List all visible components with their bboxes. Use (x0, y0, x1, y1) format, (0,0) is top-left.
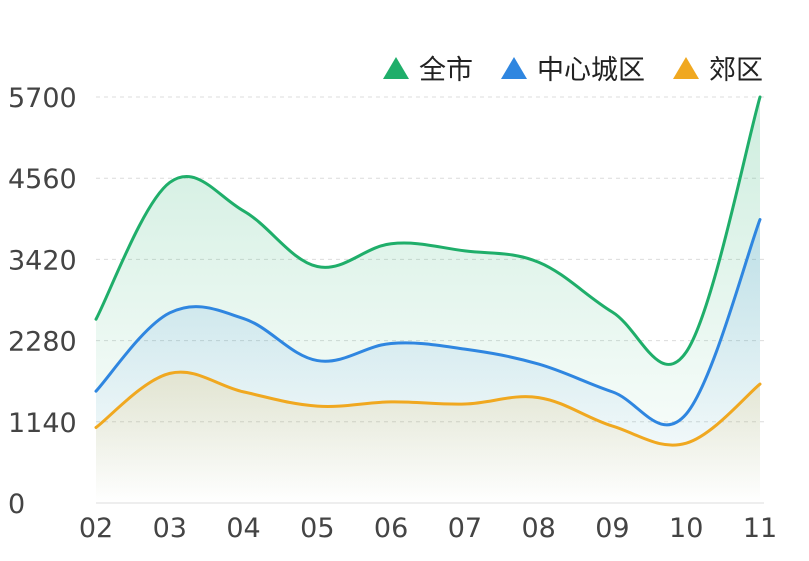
x-tick-label: 03 (153, 513, 187, 544)
series-areas (96, 97, 760, 504)
triangle-icon (673, 56, 699, 79)
legend-label: 中心城区 (537, 55, 645, 86)
x-tick-label: 04 (226, 513, 260, 544)
x-tick-label: 07 (448, 513, 482, 544)
triangle-icon (501, 56, 527, 79)
series-line-suburbs[interactable] (94, 370, 762, 447)
y-tick-label: 5700 (8, 83, 77, 114)
y-axis-ticks: 0 1140 2280 3420 4560 5700 (8, 83, 77, 520)
x-tick-label: 11 (743, 513, 777, 544)
legend-label: 全市 (419, 55, 473, 86)
x-tick-label: 09 (595, 513, 629, 544)
y-tick-label: 4560 (8, 164, 77, 195)
x-tick-label: 06 (374, 513, 408, 544)
x-tick-label: 05 (300, 513, 334, 544)
legend-label: 郊区 (709, 55, 763, 86)
x-tick-label: 02 (79, 513, 113, 544)
series-lines (94, 95, 762, 447)
series-line-central-district[interactable] (94, 218, 762, 427)
y-tick-label: 3420 (8, 245, 77, 276)
legend-item-central-district[interactable]: 中心城区 (501, 48, 645, 87)
x-axis-ticks: 02 03 04 05 06 07 08 09 10 11 (79, 513, 777, 544)
legend-item-all-city[interactable]: 全市 (383, 48, 473, 87)
legend-item-suburbs[interactable]: 郊区 (673, 48, 763, 87)
y-tick-label: 2280 (8, 327, 77, 358)
triangle-icon (383, 56, 409, 79)
y-tick-label: 0 (8, 489, 25, 520)
legend: 全市 中心城区 郊区 (383, 48, 763, 87)
y-tick-label: 1140 (8, 408, 77, 439)
series-line-all-city[interactable] (94, 95, 762, 366)
x-tick-label: 08 (521, 513, 555, 544)
series-line-suburbs-area (96, 372, 760, 503)
x-tick-label: 10 (669, 513, 703, 544)
